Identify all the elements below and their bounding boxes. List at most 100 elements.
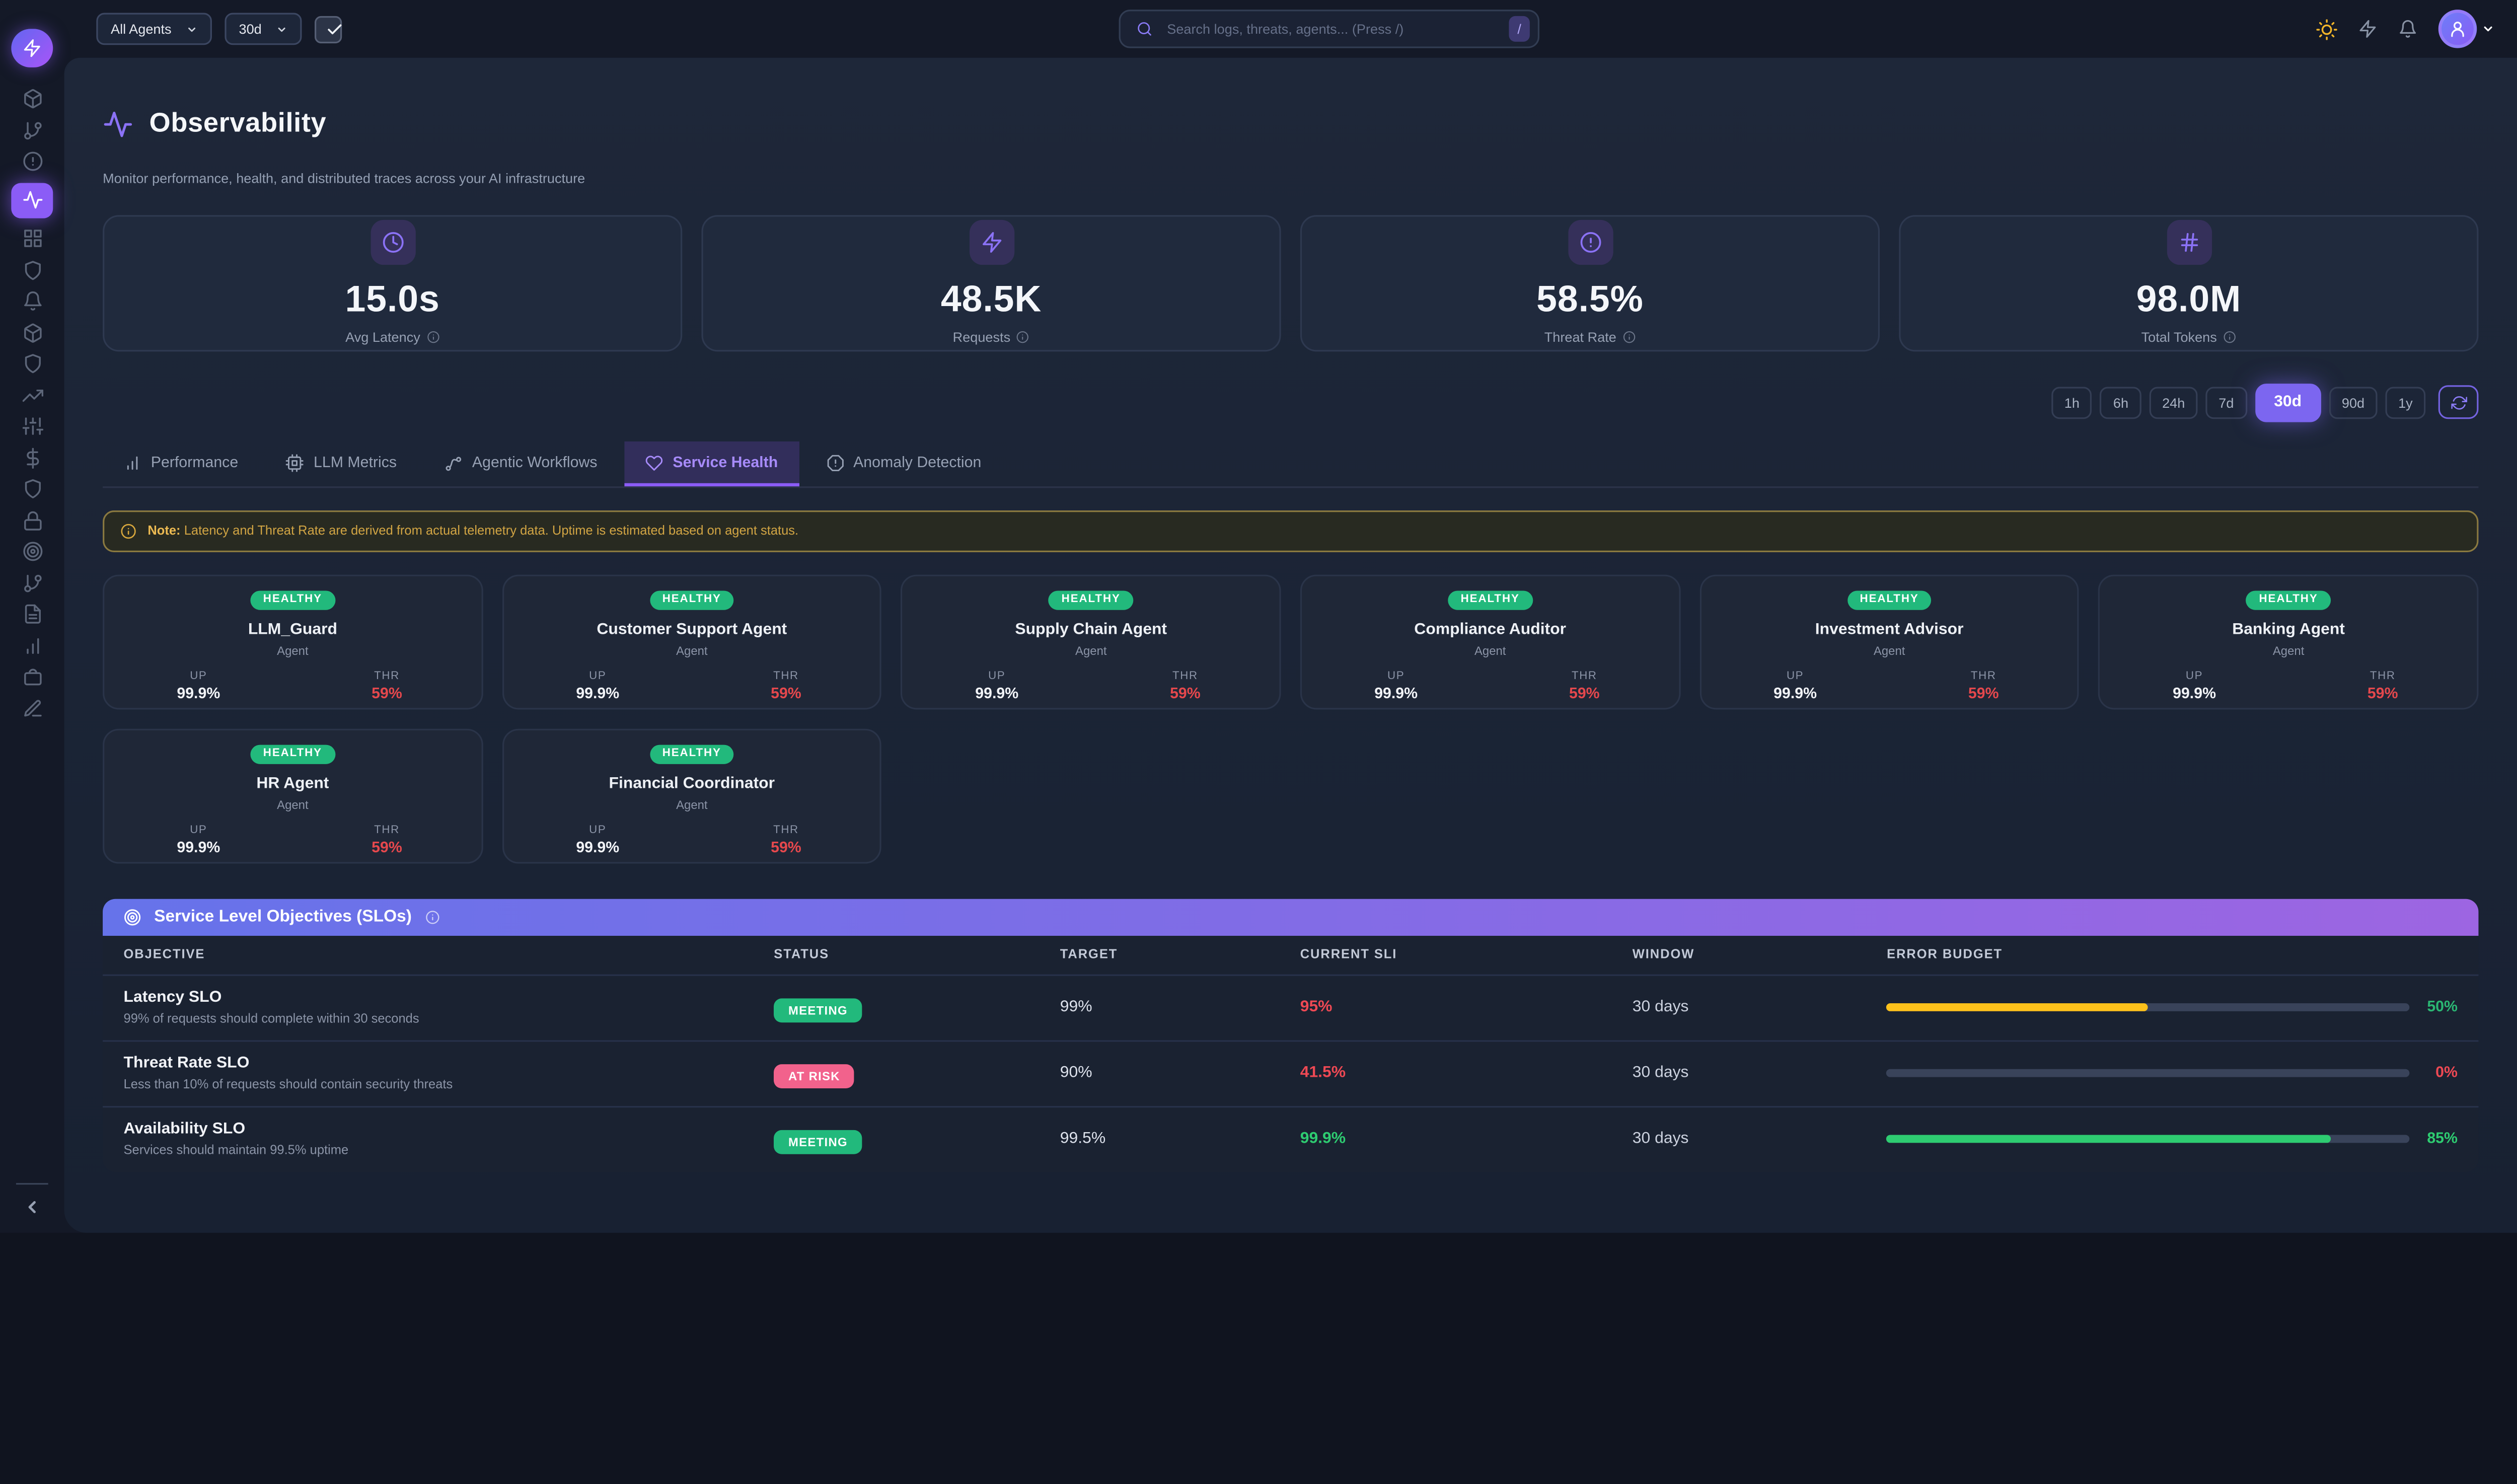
notifications-button[interactable] xyxy=(2398,19,2417,38)
sidebar-item-git-branch-2[interactable] xyxy=(15,572,50,593)
window-value: 30 days xyxy=(1632,999,1689,1017)
sidebar-item-shield[interactable] xyxy=(15,259,50,280)
sidebar-item-costs[interactable] xyxy=(15,447,50,468)
briefcase-icon xyxy=(22,666,42,687)
slo-name: Threat Rate SLO xyxy=(123,1055,250,1073)
tab-llm-metrics[interactable]: LLM Metrics xyxy=(265,441,417,486)
sidebar-item-file-text[interactable] xyxy=(15,604,50,624)
cube-icon xyxy=(22,322,42,342)
agent-card-llm-guard[interactable]: HEALTHY LLM_Guard Agent UP 99.9% THR 59% xyxy=(103,574,483,709)
workflow-icon xyxy=(445,454,463,472)
page-title: Observability xyxy=(149,108,327,139)
shield-icon xyxy=(22,259,42,280)
sidebar-item-bar-chart[interactable] xyxy=(15,635,50,655)
divider xyxy=(16,1183,48,1185)
refresh-button[interactable] xyxy=(2438,386,2479,420)
agent-name: Banking Agent xyxy=(2232,621,2345,639)
theme-toggle-button[interactable] xyxy=(2316,19,2337,39)
sidebar-item-lock[interactable] xyxy=(15,509,50,530)
sidebar-item-git-branch[interactable] xyxy=(15,120,50,140)
uptime-value: 99.9% xyxy=(576,685,620,703)
tab-agentic-workflows[interactable]: Agentic Workflows xyxy=(424,441,618,486)
user-menu-button[interactable] xyxy=(2438,10,2495,48)
sidebar-item-cube-2[interactable] xyxy=(15,322,50,342)
time-range-1h[interactable]: 1h xyxy=(2051,386,2093,419)
info-icon[interactable] xyxy=(427,331,440,344)
status-badge: HEALTHY xyxy=(250,744,335,764)
agent-type: Agent xyxy=(1474,643,1506,658)
budget-track xyxy=(1887,1069,2410,1078)
threat-value: 59% xyxy=(771,685,801,703)
agent-filter-select[interactable]: All Agents xyxy=(96,13,212,45)
tab-service-health[interactable]: Service Health xyxy=(624,441,799,486)
slo-row-latency[interactable]: Latency SLO 99% of requests should comple… xyxy=(103,974,2479,1040)
agent-card-financial-coordinator[interactable]: HEALTHY Financial Coordinator Agent UP 99… xyxy=(501,728,882,863)
chevron-left-icon xyxy=(23,1198,42,1217)
uptime-value: 99.9% xyxy=(975,685,1019,703)
info-icon[interactable] xyxy=(1017,331,1030,344)
sidebar-item-briefcase[interactable] xyxy=(15,666,50,687)
agent-card-customer-support[interactable]: HEALTHY Customer Support Agent Agent UP 9… xyxy=(501,574,882,709)
budget-label: 85% xyxy=(2427,1130,2458,1148)
tab-anomaly-detection[interactable]: Anomaly Detection xyxy=(805,441,1002,486)
info-icon[interactable] xyxy=(2224,331,2237,344)
slo-name: Latency SLO xyxy=(123,989,222,1007)
agent-card-investment-advisor[interactable]: HEALTHY Investment Advisor Agent UP 99.9%… xyxy=(1699,574,2080,709)
tab-performance[interactable]: Performance xyxy=(103,441,259,486)
app-logo[interactable] xyxy=(11,29,53,67)
agent-name: Customer Support Agent xyxy=(597,621,787,639)
budget-fill xyxy=(1887,1135,2331,1144)
sidebar-item-bell[interactable] xyxy=(15,290,50,311)
cube-icon xyxy=(22,88,42,109)
threat-value: 59% xyxy=(1170,685,1201,703)
time-range-7d[interactable]: 7d xyxy=(2205,386,2247,419)
time-range-1y[interactable]: 1y xyxy=(2385,386,2426,419)
window-value: 30 days xyxy=(1632,1130,1689,1148)
agent-card-hr[interactable]: HEALTHY HR Agent Agent UP 99.9% THR 59% xyxy=(103,728,483,863)
time-range-6h[interactable]: 6h xyxy=(2100,386,2141,419)
global-search: / xyxy=(1119,10,1540,48)
quick-actions-button[interactable] xyxy=(2358,19,2377,38)
col-status: STATUS xyxy=(774,947,830,962)
agent-card-banking[interactable]: HEALTHY Banking Agent Agent UP 99.9% THR 5… xyxy=(2098,574,2479,709)
slo-row-availability[interactable]: Availability SLO Services should maintain… xyxy=(103,1105,2479,1171)
grid-icon xyxy=(22,228,42,249)
budget-label: 0% xyxy=(2435,1064,2458,1083)
time-range-24h[interactable]: 24h xyxy=(2149,386,2198,419)
threat-value: 59% xyxy=(1569,685,1600,703)
info-icon[interactable] xyxy=(1623,331,1636,344)
activity-icon xyxy=(22,189,42,210)
sidebar-item-shield-3[interactable] xyxy=(15,478,50,499)
sidebar-item-edit[interactable] xyxy=(15,698,50,718)
time-range-selector: 1h 6h 24h 7d 30d 90d 1y xyxy=(103,383,2479,422)
bar-chart-icon xyxy=(124,454,141,472)
topbar-filters: All Agents 30d xyxy=(96,13,342,45)
slo-row-threat-rate[interactable]: Threat Rate SLO Less than 10% of requests… xyxy=(103,1040,2479,1106)
sidebar-collapse-button[interactable] xyxy=(23,1198,42,1217)
budget-track xyxy=(1887,1003,2410,1012)
time-filter-select[interactable]: 30d xyxy=(224,13,302,45)
search-input[interactable] xyxy=(1163,19,1498,39)
check-toggle-button[interactable] xyxy=(315,15,343,43)
check-icon xyxy=(326,20,343,38)
agent-card-supply-chain[interactable]: HEALTHY Supply Chain Agent Agent UP 99.9%… xyxy=(901,574,1281,709)
time-range-30d[interactable]: 30d xyxy=(2254,383,2321,422)
info-icon[interactable] xyxy=(424,910,439,924)
uptime-value: 99.9% xyxy=(177,839,220,857)
page-subtitle: Monitor performance, health, and distrib… xyxy=(103,170,585,186)
sidebar-item-sliders[interactable] xyxy=(15,416,50,436)
sidebar-item-trending-up[interactable] xyxy=(15,385,50,405)
sidebar-item-target[interactable] xyxy=(15,541,50,562)
trending-up-icon xyxy=(22,385,42,405)
agent-card-compliance-auditor[interactable]: HEALTHY Compliance Auditor Agent UP 99.9%… xyxy=(1300,574,1680,709)
alert-circle-icon xyxy=(22,151,42,172)
agent-type: Agent xyxy=(1075,643,1107,658)
target-value: 99% xyxy=(1060,999,1092,1017)
sidebar-item-grid[interactable] xyxy=(15,228,50,249)
sidebar-item-shield-2[interactable] xyxy=(15,353,50,374)
time-range-90d[interactable]: 90d xyxy=(2329,386,2378,419)
sidebar-item-cube[interactable] xyxy=(15,88,50,109)
sidebar-item-alert-circle[interactable] xyxy=(15,151,50,172)
agent-name: LLM_Guard xyxy=(248,621,337,639)
sidebar-item-observability[interactable] xyxy=(11,182,53,218)
